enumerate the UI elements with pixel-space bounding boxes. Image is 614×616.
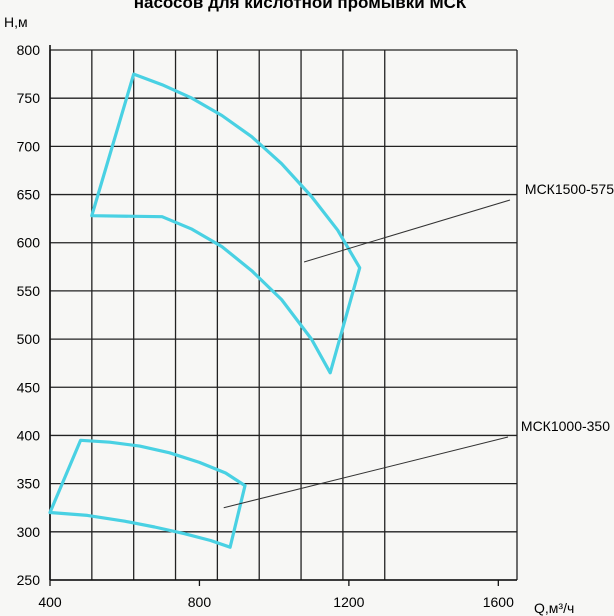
y-tick-label-800: 800 xyxy=(17,42,41,58)
series-leader-line-2 xyxy=(223,436,509,509)
y-tick-label-400: 400 xyxy=(17,427,41,443)
x-tick-label-800: 800 xyxy=(188,594,212,610)
y-tick-label-550: 550 xyxy=(17,283,41,299)
y-tick-label-350: 350 xyxy=(17,476,41,492)
x-tick-label-1200: 1200 xyxy=(333,594,364,610)
series-leader-line-1 xyxy=(303,199,511,263)
series-region-2 xyxy=(48,438,247,549)
y-tick-label-300: 300 xyxy=(17,524,41,540)
y-tick-label-650: 650 xyxy=(17,187,41,203)
x-tick-label-1600: 1600 xyxy=(483,594,514,610)
x-tick-label-400: 400 xyxy=(38,594,62,610)
y-tick-label-750: 750 xyxy=(17,90,41,106)
y-tick-label-700: 700 xyxy=(17,138,41,154)
y-axis-title: Н,м xyxy=(4,14,28,30)
series-label-1: МСК1500-575 xyxy=(525,181,614,197)
y-tick-label-450: 450 xyxy=(17,379,41,395)
series-label-2: МСК1000-350 xyxy=(521,418,610,434)
chart-title: насосов для кислотной промывки МСК xyxy=(134,0,467,12)
y-tick-label-500: 500 xyxy=(17,331,41,347)
y-tick-label-600: 600 xyxy=(17,235,41,251)
y-tick-label-250: 250 xyxy=(17,572,41,588)
x-axis-title: Q,м³/ч xyxy=(534,600,574,616)
series-region-1 xyxy=(90,72,362,375)
